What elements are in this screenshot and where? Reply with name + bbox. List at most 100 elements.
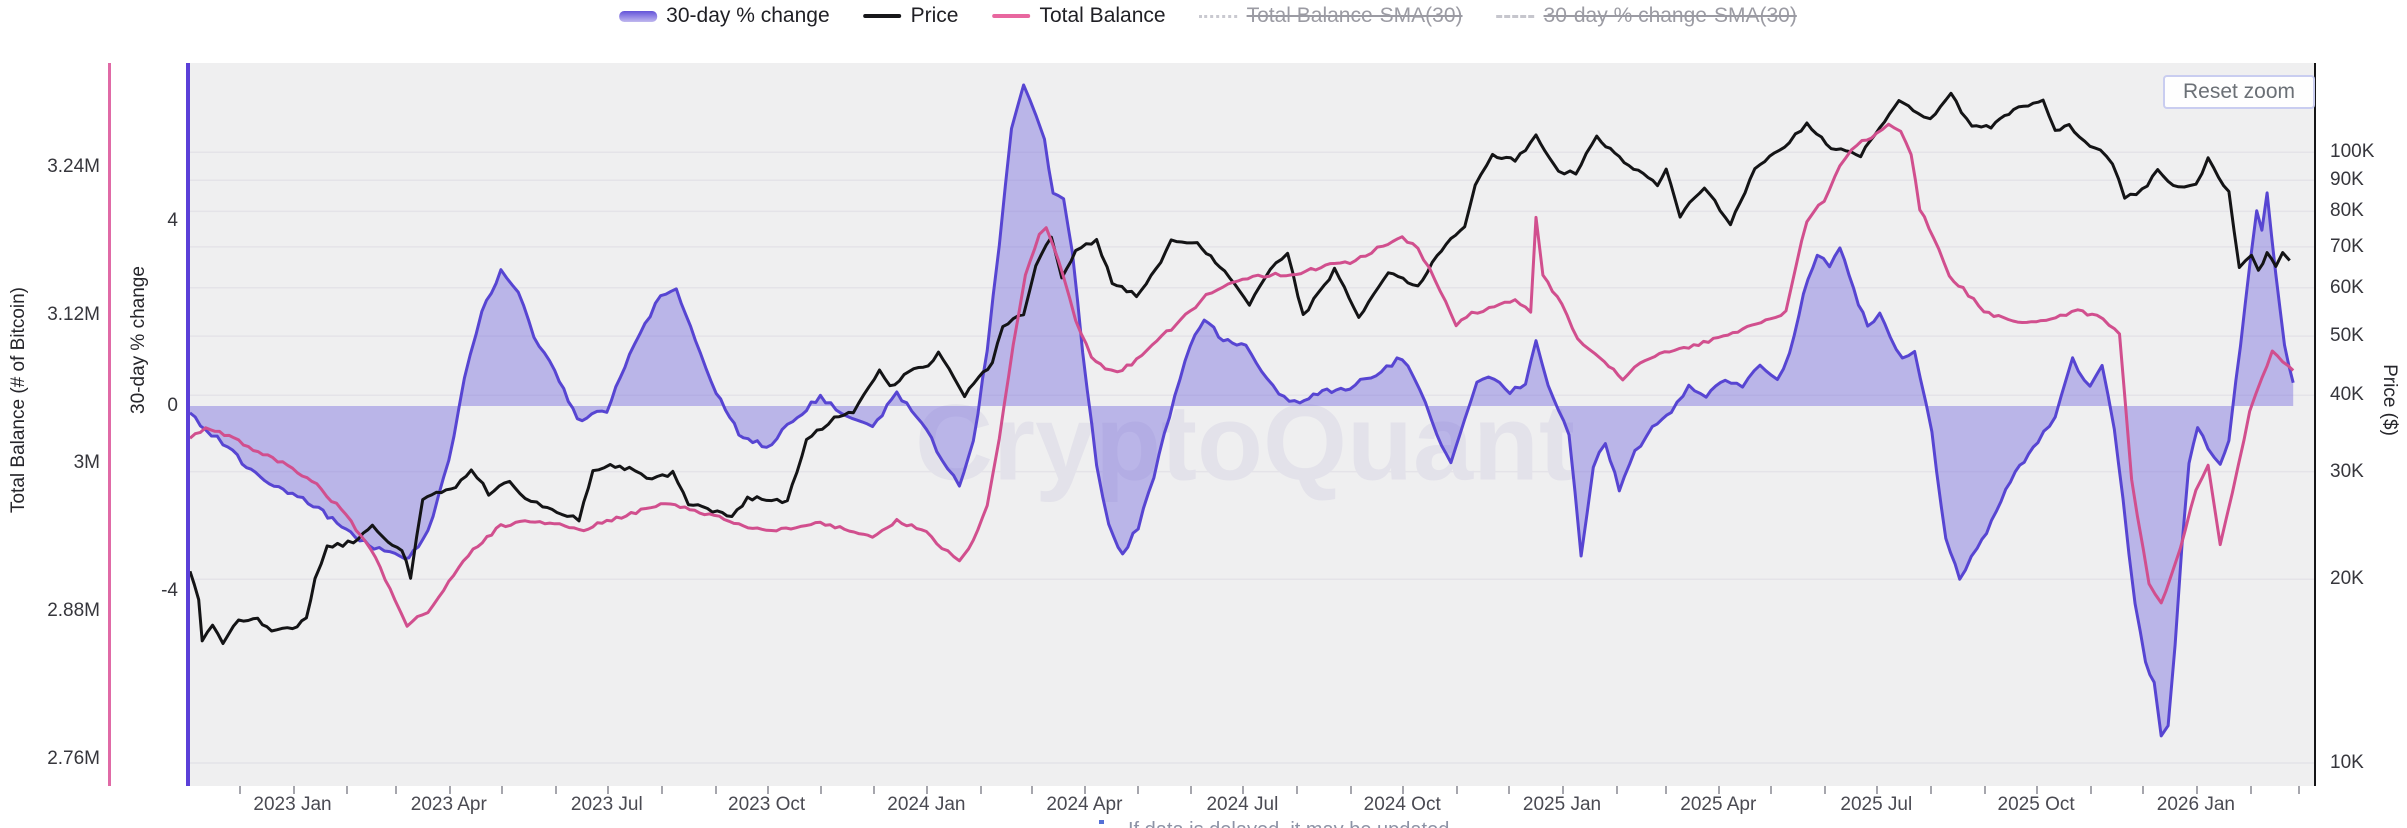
- x-axis-label: 2025 Jul: [1840, 794, 1913, 815]
- legend-label: Price: [910, 4, 959, 27]
- x-axis-label: 2026 Jan: [2156, 794, 2235, 815]
- x-axis-tick: [2036, 786, 2039, 794]
- legend-item-total-balance[interactable]: Total Balance: [992, 4, 1166, 28]
- x-axis-label: 2024 Jul: [1206, 794, 1279, 815]
- x-axis-tick: [1770, 786, 1773, 794]
- x-axis-tick: [1190, 786, 1193, 794]
- x-axis-tick: [1350, 786, 1353, 794]
- x-axis-tick: [766, 786, 769, 794]
- balance-tick-label: 2.76M: [47, 747, 100, 769]
- x-axis-tick: [1984, 786, 1986, 794]
- x-axis-tick: [926, 786, 929, 794]
- legend-label: Total Balance-SMA(30): [1246, 4, 1463, 27]
- pct-tick-label: 0: [167, 394, 178, 416]
- price-tick-label: 20K: [2330, 568, 2364, 590]
- x-axis-tick: [1508, 786, 1511, 794]
- x-axis-label: 2024 Apr: [1046, 794, 1123, 815]
- pct-axis-title: 30-day % change: [128, 266, 149, 414]
- x-axis-tick: [2090, 786, 2092, 794]
- price-tick-label: 50K: [2330, 325, 2364, 347]
- x-axis-tick: [2298, 786, 2301, 794]
- series-line-30d-change: [190, 83, 2295, 738]
- series-line-price: [190, 91, 2291, 645]
- balance-tick-label: 2.88M: [47, 599, 100, 621]
- reset-zoom-button[interactable]: Reset zoom: [2163, 75, 2315, 109]
- price-tick-label: 100K: [2330, 141, 2375, 163]
- chart-legend: 30-day % change Price Total Balance Total B…: [619, 4, 1797, 28]
- chart-canvas: CryptoQuant: [190, 83, 2314, 764]
- x-axis-tick: [1562, 786, 1564, 794]
- price-tick-label: 10K: [2330, 752, 2364, 774]
- legend-swatch-total-balance-sma: [1199, 14, 1238, 18]
- x-axis-tick: [2249, 786, 2252, 794]
- x-axis-tick: [872, 786, 875, 794]
- legend-item-price[interactable]: Price: [863, 4, 959, 28]
- x-axis-label: 2023 Apr: [410, 794, 487, 815]
- x-axis-tick: [1824, 786, 1827, 794]
- legend-swatch-pct-change-sma: [1496, 14, 1535, 18]
- x-axis-tick: [1242, 786, 1245, 794]
- x-axis-label: 2025 Apr: [1680, 794, 1757, 815]
- price-tick-label: 40K: [2330, 384, 2364, 406]
- legend-label: Total Balance: [1039, 4, 1166, 27]
- legend-item-pct-change[interactable]: 30-day % change: [619, 4, 830, 28]
- legend-swatch-total-balance: [992, 14, 1031, 18]
- caption-icon-fragment: [1099, 820, 1104, 824]
- series-line-total-balance: [190, 122, 2295, 628]
- x-axis-tick: [500, 786, 503, 794]
- x-axis-tick: [346, 786, 349, 794]
- x-axis-tick: [2142, 786, 2145, 794]
- x-axis-tick: [980, 786, 983, 794]
- x-axis-tick: [292, 786, 295, 794]
- x-axis-tick: [1718, 786, 1721, 794]
- price-axis-line: [2312, 63, 2316, 786]
- price-tick-label: 70K: [2330, 235, 2364, 257]
- x-axis-label: 2025 Oct: [1997, 794, 2075, 815]
- legend-swatch-pct-change: [619, 10, 658, 22]
- legend-item-total-balance-sma[interactable]: Total Balance-SMA(30): [1199, 4, 1463, 28]
- legend-swatch-price: [863, 14, 902, 18]
- pct-axis-line: [186, 63, 190, 786]
- price-tick-label: 90K: [2330, 169, 2364, 191]
- legend-label: 30-day % change: [666, 4, 830, 27]
- x-axis-label: 2024 Jan: [887, 794, 966, 815]
- balance-tick-label: 3M: [73, 451, 100, 473]
- x-axis-tick: [554, 786, 557, 794]
- price-tick-label: 30K: [2330, 460, 2364, 482]
- x-axis-tick: [820, 786, 823, 794]
- x-axis-tick: [1136, 786, 1139, 794]
- pct-tick-label: -4: [161, 580, 178, 602]
- x-axis-tick: [1615, 786, 1618, 794]
- x-axis-tick: [238, 786, 241, 794]
- price-axis-title: Price ($): [2379, 364, 2400, 436]
- x-axis-tick: [1876, 786, 1879, 794]
- x-axis-tick: [1084, 786, 1087, 794]
- x-axis-tick: [660, 786, 663, 794]
- pct-tick-label: 4: [167, 209, 178, 231]
- legend-label: 30-day % change-SMA(30): [1543, 4, 1797, 27]
- partial-caption: If data is delayed, it may be updated: [1128, 819, 1458, 828]
- x-axis-tick: [1030, 786, 1033, 794]
- balance-axis-line: [108, 63, 111, 786]
- legend-item-pct-change-sma[interactable]: 30-day % change-SMA(30): [1496, 4, 1797, 28]
- x-axis-label: 2024 Oct: [1363, 794, 1441, 815]
- x-axis-tick: [448, 786, 451, 794]
- x-axis-label: 2023 Oct: [728, 794, 806, 815]
- watermark: CryptoQuant: [915, 382, 1575, 503]
- x-axis-label: 2025 Jan: [1522, 794, 1602, 815]
- balance-tick-label: 3.24M: [47, 155, 100, 177]
- x-axis-tick: [2195, 786, 2198, 794]
- x-axis-label: 2023 Jul: [570, 794, 643, 815]
- plot-area[interactable]: CryptoQuant: [190, 63, 2314, 786]
- x-axis-label: 2023 Jan: [253, 794, 332, 815]
- x-axis-tick: [714, 786, 717, 794]
- x-axis-tick: [1456, 786, 1459, 794]
- x-axis-tick: [606, 786, 609, 794]
- x-axis-tick: [394, 786, 397, 794]
- balance-tick-label: 3.12M: [47, 303, 100, 325]
- x-axis-tick: [1664, 786, 1667, 794]
- x-axis-tick: [1930, 786, 1933, 794]
- x-axis-tick: [1402, 786, 1405, 794]
- x-axis-tick: [1296, 786, 1299, 794]
